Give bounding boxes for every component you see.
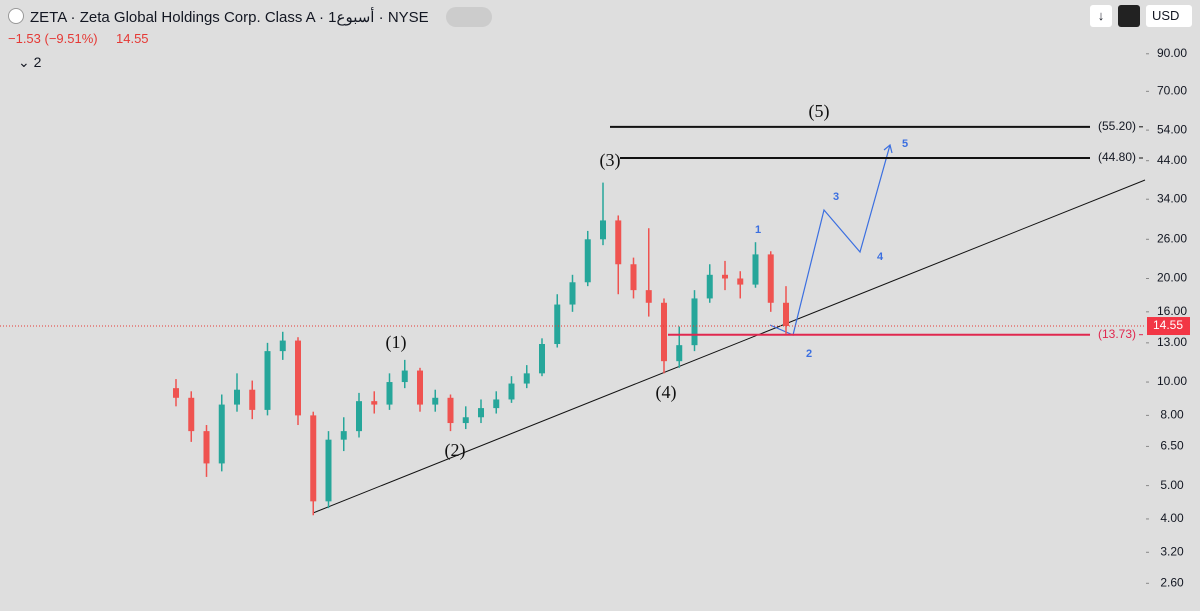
price-tag [1147, 317, 1190, 336]
wave-label: (3) [600, 150, 621, 171]
wave-label: (4) [656, 382, 677, 403]
subwave-label: 2 [806, 348, 812, 360]
candle-body [386, 382, 393, 405]
candle-body [234, 389, 240, 405]
candle-body [523, 373, 530, 384]
y-tick-label: 90.00 [1157, 46, 1187, 60]
candle-body [325, 439, 332, 502]
last-price: 14.55 [116, 31, 149, 46]
candle-body [508, 383, 515, 400]
indicator-count: 2 [33, 54, 42, 70]
y-tick-label: 8.00 [1160, 408, 1184, 422]
candle-body [478, 408, 484, 418]
candle-body [310, 415, 317, 502]
candle-body [569, 282, 576, 305]
candle-body [462, 417, 469, 424]
subwave-label: 1 [755, 224, 761, 236]
candle-body [356, 401, 362, 432]
indicator-toggle[interactable]: ⌄ 2 [18, 54, 41, 71]
download-button[interactable]: ↓ [1090, 5, 1112, 27]
candle-body [706, 274, 713, 299]
candle-body [401, 370, 408, 383]
trend-line [312, 179, 1146, 514]
candle-body [295, 340, 301, 416]
y-tick-label: 5.00 [1160, 478, 1184, 492]
y-tick-label: 3.20 [1160, 544, 1184, 558]
symbol-title: ZETA · Zeta Global Holdings Corp. Class … [30, 9, 429, 26]
fullscreen-button[interactable] [1118, 5, 1140, 27]
y-tick-label: 44.00 [1157, 153, 1187, 167]
y-tick-label: 10.00 [1157, 374, 1187, 388]
level-label: (44.80) [1098, 150, 1136, 164]
symbol-icon [8, 8, 24, 24]
candle-body [752, 254, 759, 285]
candle-body [218, 404, 225, 464]
candle-body [661, 302, 667, 362]
candle-body [630, 264, 637, 291]
candle-body [722, 274, 728, 279]
y-tick-label: 13.00 [1157, 335, 1187, 349]
candle-body [737, 278, 744, 285]
subwave-label: 5 [902, 138, 908, 150]
candle-body [249, 389, 256, 410]
candle-body [417, 370, 423, 405]
y-tick-label: 20.00 [1157, 271, 1187, 285]
subwave-label: 4 [877, 251, 884, 263]
wave-label: (1) [386, 332, 407, 353]
level-label: (55.20) [1098, 119, 1136, 133]
y-tick-label: 2.60 [1160, 575, 1184, 589]
candle-body [493, 399, 500, 409]
level-label: (13.73) [1098, 327, 1136, 341]
chevron: ⌄ [18, 54, 30, 70]
candle-body [539, 344, 545, 374]
y-tick-label: 26.00 [1157, 231, 1187, 245]
y-tick-label: 70.00 [1157, 84, 1187, 98]
subwave-label: 3 [833, 191, 839, 203]
wave-label: (2) [445, 440, 466, 461]
candle-body [783, 302, 789, 327]
candle-body [188, 397, 195, 432]
price-change: −1.53 (−9.51%) [8, 31, 98, 46]
currency-select[interactable]: USD [1146, 5, 1192, 27]
candle-body [767, 254, 774, 303]
candle-body [554, 304, 561, 345]
price-tag-label: 14.55 [1153, 318, 1183, 332]
candle-body [584, 239, 591, 283]
candle-body [432, 397, 439, 405]
candle-body [645, 290, 652, 303]
candle-body [615, 220, 622, 265]
candle-body [279, 340, 286, 352]
y-tick-label: 6.50 [1160, 439, 1184, 453]
candle-body [264, 351, 271, 410]
candle-body [203, 431, 210, 464]
y-tick-label: 16.00 [1157, 304, 1187, 318]
candle-body [600, 220, 606, 240]
candle-body [676, 345, 683, 362]
candle-body [340, 431, 347, 440]
wave-label: (5) [809, 101, 830, 122]
candle-body [691, 298, 698, 346]
candle-body [447, 397, 454, 424]
projection-arrow [883, 143, 893, 154]
y-tick-label: 4.00 [1160, 511, 1184, 525]
toggle[interactable] [446, 7, 492, 27]
y-tick-label: 54.00 [1157, 122, 1187, 136]
candle-body [173, 388, 179, 398]
y-tick-label: 34.00 [1157, 191, 1187, 205]
candle-body [371, 401, 378, 405]
